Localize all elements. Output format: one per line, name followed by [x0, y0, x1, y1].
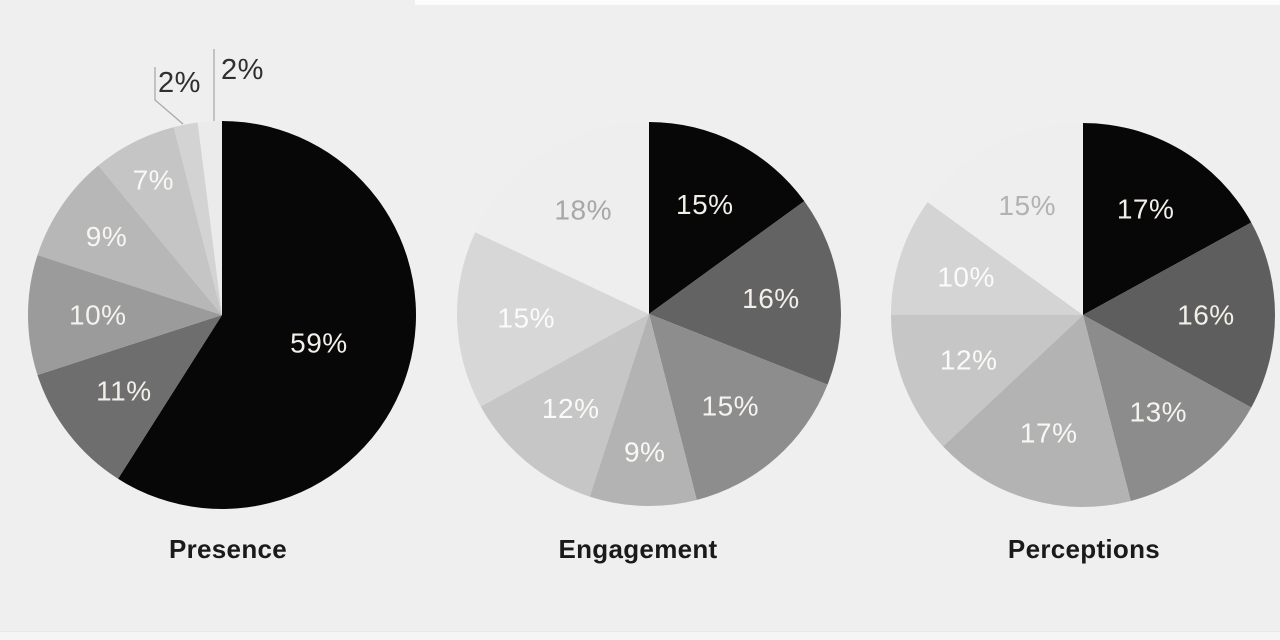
pie-0-slice-1 — [37, 315, 222, 479]
pie-1-slice-2 — [649, 314, 828, 500]
pie-1-slice-3 — [589, 314, 697, 506]
pie-0-slice-4 — [98, 127, 222, 315]
pie-2-slice-label-3: 17% — [1020, 418, 1078, 449]
pie-1-slice-label-2: 15% — [702, 391, 760, 422]
pie-2-slice-4 — [891, 315, 1083, 447]
pie-2-slice-label-2: 13% — [1130, 397, 1188, 428]
pie-2-slice-label-1: 16% — [1177, 300, 1235, 331]
pie-1-slice-0 — [649, 122, 805, 314]
chart-title-engagement: Engagement — [558, 534, 718, 564]
bottom-white-strip — [0, 631, 1280, 640]
pie-1-slice-label-0: 15% — [676, 189, 734, 220]
pie-2-slice-0 — [1083, 122, 1252, 315]
pie-2-slice-5 — [891, 202, 1083, 315]
pie-1-slice-label-1: 16% — [742, 283, 800, 314]
chart-title-perceptions: Perceptions — [1007, 534, 1161, 564]
pie-1-slice-4 — [480, 314, 649, 497]
pie-0-callout-label-6: 2% — [221, 54, 264, 86]
pie-2-slice-label-6: 15% — [998, 190, 1056, 221]
pie-engagement: 15% 16% 15% 9% 12% 15% 18% — [456, 121, 842, 506]
pie-2-slice-label-5: 10% — [937, 262, 995, 293]
pie-0-slice-3 — [37, 165, 222, 315]
pie-0-slice-label-1: 11% — [96, 376, 151, 407]
pie-2-slice-3 — [943, 315, 1131, 508]
pie-2-slice-label-4: 12% — [940, 345, 998, 376]
pie-0-slice-label-2: 10% — [69, 300, 127, 331]
pie-presence: 59% 11% 10% 9%7% 2% 2% — [28, 49, 416, 510]
pie-2-slice-label-0: 17% — [1117, 194, 1175, 225]
pie-1-slice-6 — [475, 121, 649, 315]
pie-0-slice-label-3: 9% — [86, 221, 127, 252]
pie-0-callout-line-5 — [154, 67, 184, 125]
pie-0-slice-6 — [197, 121, 222, 315]
pie-2-slice-2 — [1083, 315, 1252, 501]
pie-0-callout-label-5: 2% — [158, 67, 201, 99]
chart-title-presence: Presence — [168, 534, 288, 564]
pie-2-slice-6 — [927, 123, 1083, 315]
pie-2-slice-1 — [1083, 222, 1276, 408]
pie-0-slice-2 — [28, 255, 223, 375]
pie-0-slice-5 — [173, 122, 222, 315]
pie-1-slice-label-5: 15% — [497, 302, 555, 333]
top-white-strip — [415, 0, 1280, 5]
pie-1-slice-1 — [649, 201, 842, 385]
pie-1-slice-5 — [456, 232, 649, 407]
pie-1-slice-label-6: 18% — [554, 195, 612, 226]
pie-perceptions: 17% 16% 13% 17% 12% 10% 15% — [891, 122, 1276, 508]
pie-0-slice-0 — [118, 121, 416, 510]
pie-1-slice-label-3: 9% — [624, 437, 665, 468]
pie-0-slice-label-4: 7% — [133, 165, 174, 196]
pie-1-slice-label-4: 12% — [542, 393, 600, 424]
pie-0-slice-label-0: 59% — [290, 328, 348, 359]
